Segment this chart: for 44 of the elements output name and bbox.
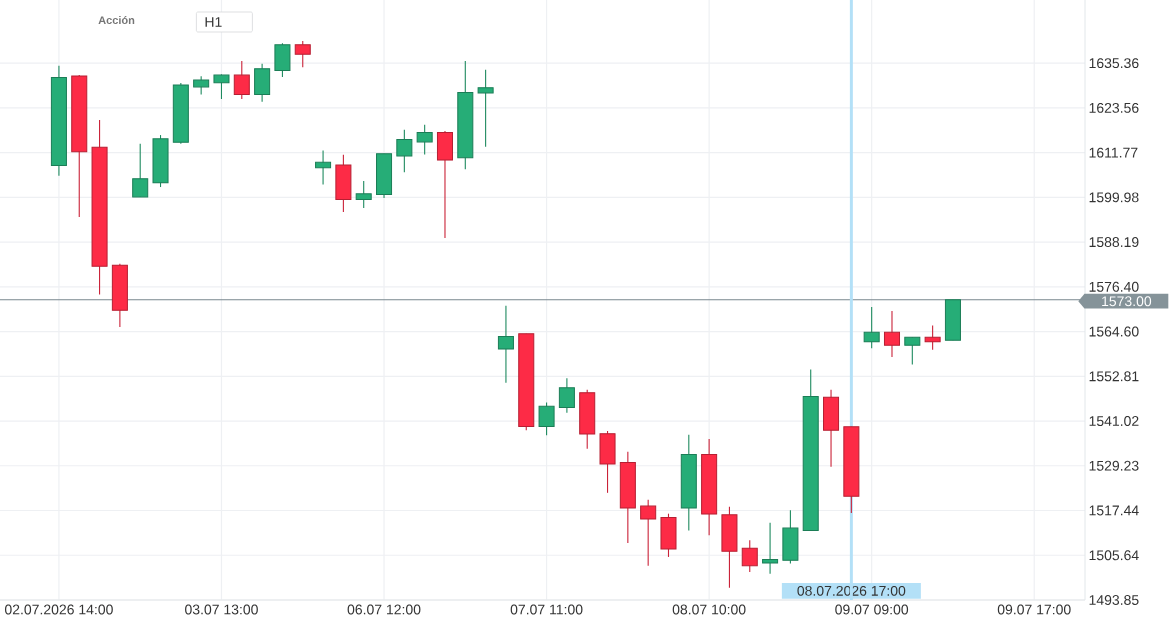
y-tick-label: 1505.64 — [1089, 550, 1139, 561]
candlestick — [538, 401, 555, 436]
candlestick — [315, 150, 332, 185]
x-tick-label: 02.07.2026 14:00 — [4, 604, 113, 615]
candlestick — [193, 75, 210, 96]
candlestick — [396, 129, 413, 173]
x-tick-label: 09.07 17:00 — [997, 604, 1071, 615]
x-tick-label: 08.07 10:00 — [672, 604, 746, 615]
x-tick-label: 07.07 11:00 — [510, 604, 583, 615]
candlestick — [355, 180, 372, 209]
y-tick-label: 1552.81 — [1089, 371, 1139, 382]
candlestick — [213, 73, 230, 100]
annotation: Acción — [98, 15, 135, 25]
x-tick-label: 09.07 09:00 — [835, 604, 909, 615]
y-tick-label: 1599.98 — [1089, 192, 1139, 203]
y-tick-label: 1564.60 — [1089, 326, 1139, 337]
y-tick-label: 1588.19 — [1089, 237, 1139, 248]
annotation: H1 — [205, 17, 222, 27]
y-tick-label: 1623.56 — [1089, 102, 1139, 113]
x-tick-label: 08.07.2026 17:00 — [797, 585, 906, 596]
ref-line-label: 1573.00 — [1102, 296, 1152, 307]
candlestick — [904, 336, 921, 366]
candlestick — [883, 310, 901, 358]
y-tick-label: 1635.36 — [1089, 58, 1139, 69]
candlestick — [416, 124, 433, 155]
y-tick-label: 1611.77 — [1089, 147, 1138, 158]
candlestick — [762, 522, 779, 575]
candlestick — [640, 499, 657, 567]
candlestick — [497, 305, 514, 384]
x-tick-label: 06.07 12:00 — [347, 604, 421, 615]
y-tick-label: 1541.02 — [1089, 416, 1139, 426]
y-tick-label: 1517.44 — [1089, 505, 1139, 516]
y-tick-label: 1576.40 — [1089, 281, 1139, 292]
candlestick — [477, 69, 494, 148]
candlestick — [741, 539, 758, 573]
candlestick — [132, 143, 149, 198]
candlestick — [863, 306, 880, 349]
candlestick — [233, 60, 250, 100]
y-tick-label: 1529.23 — [1089, 460, 1139, 471]
candlestick — [924, 324, 941, 351]
y-tick-label: 1493.85 — [1089, 595, 1139, 605]
candlestick — [558, 377, 575, 414]
x-tick-label: 03.07 13:00 — [185, 604, 258, 615]
candlestick — [294, 40, 311, 68]
